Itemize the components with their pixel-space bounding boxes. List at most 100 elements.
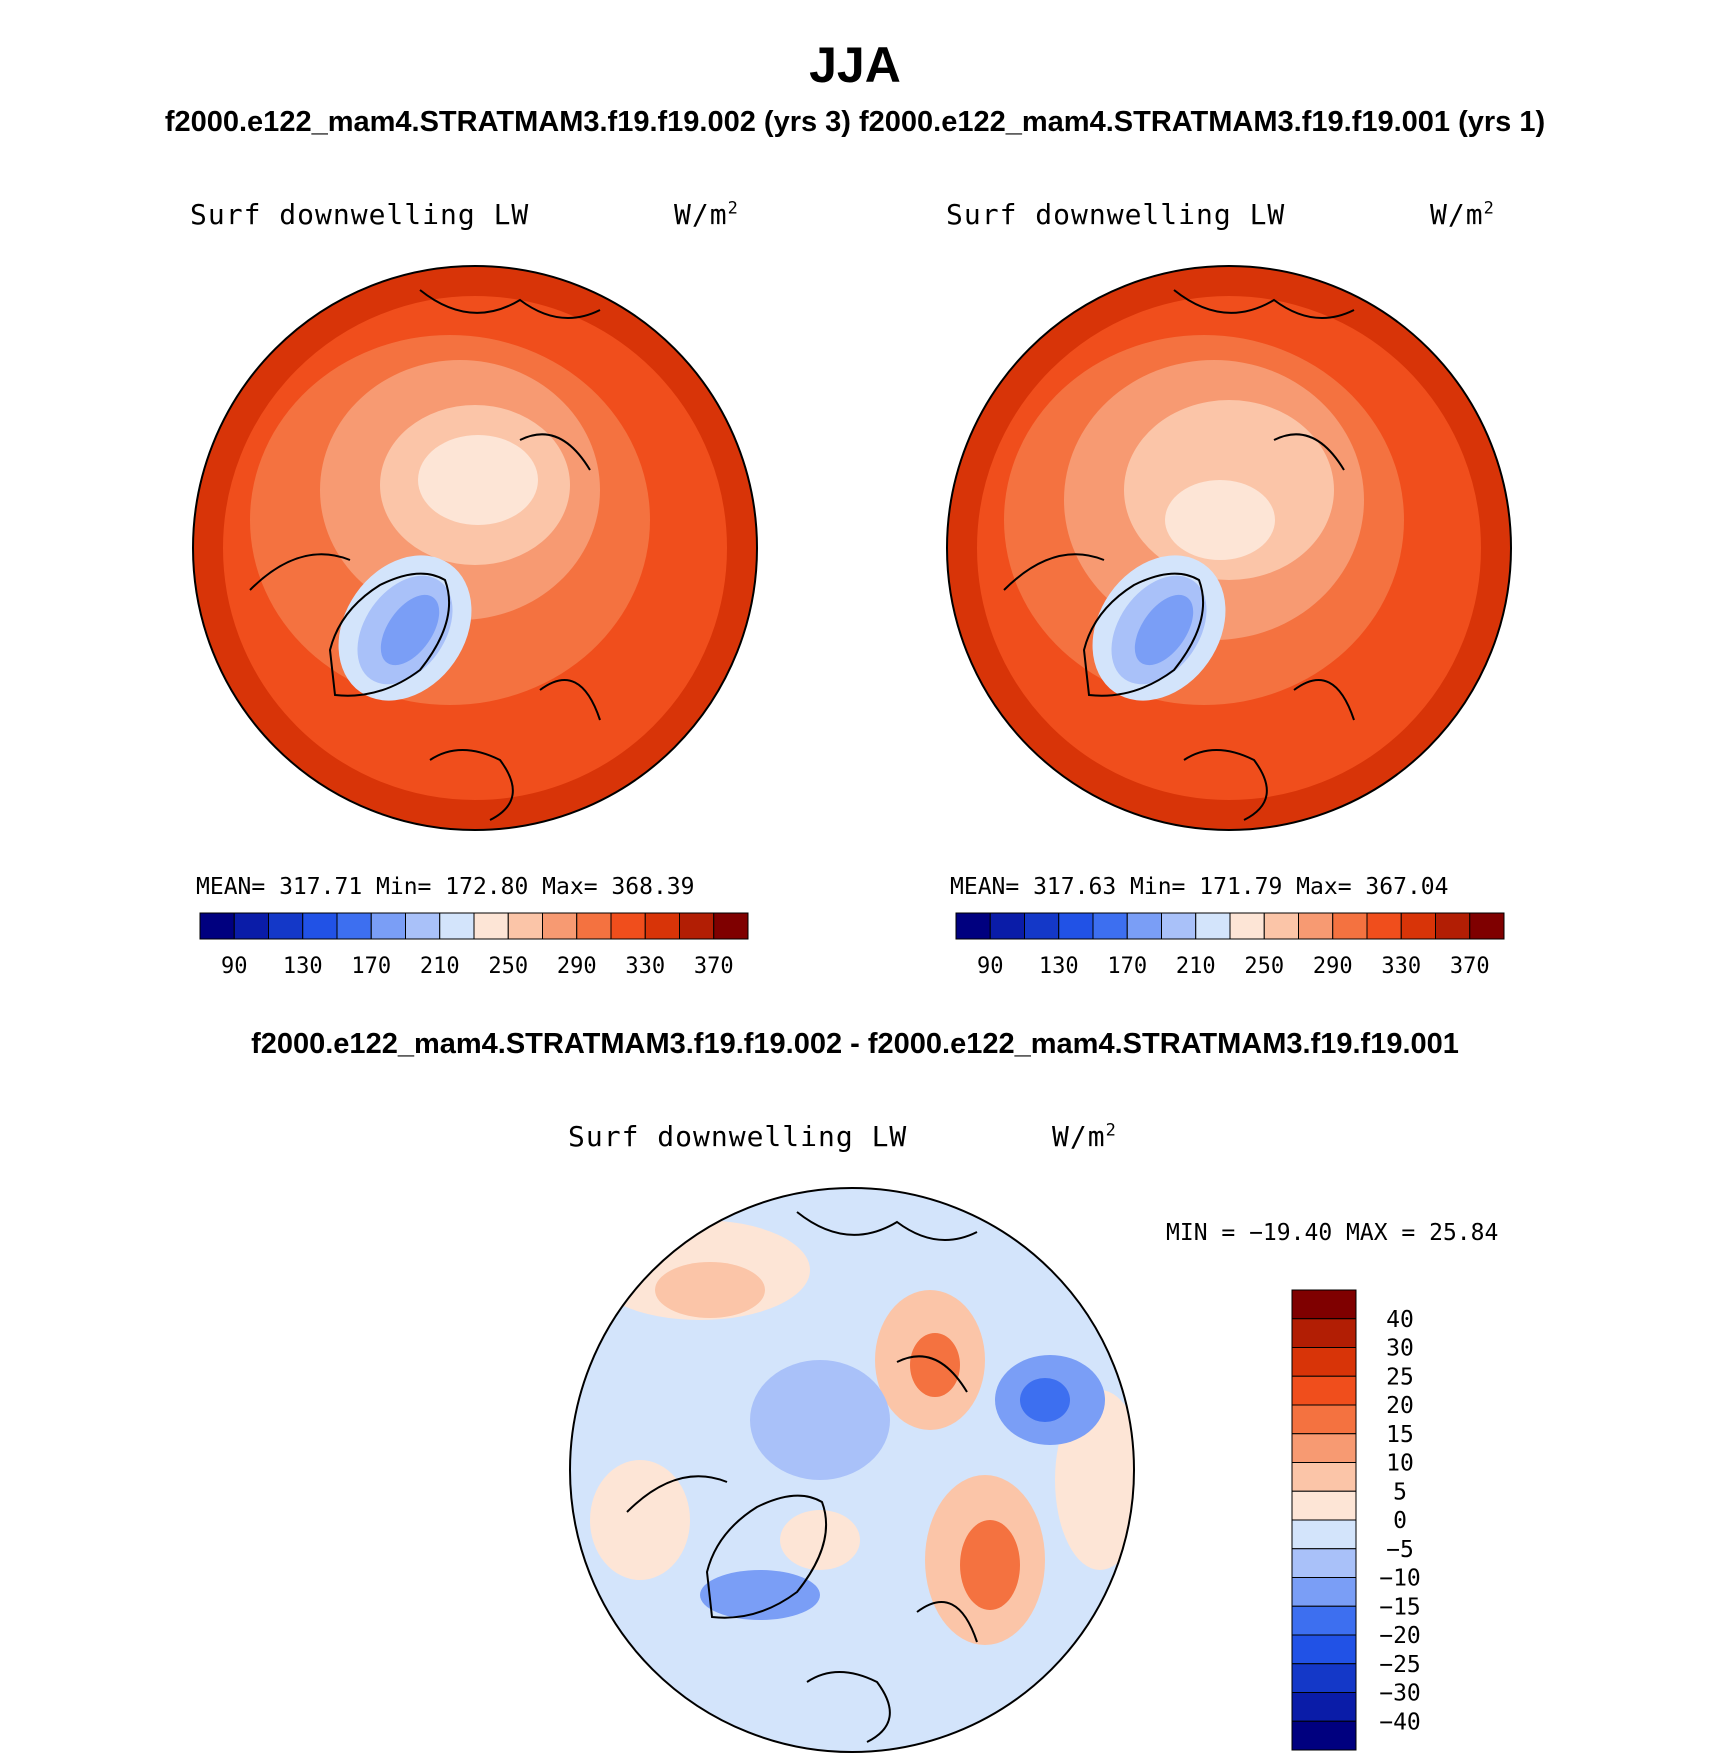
map3-cool-zone-d [700, 1570, 820, 1620]
colorbar-1: 90 130 170 210 250 290 330 370 [199, 912, 749, 979]
panel1-stats: MEAN= 317.71 Min= 172.80 Max= 368.39 [196, 874, 695, 900]
colorbar-2-swatch [1195, 912, 1231, 940]
panel1-variable-label: Surf downwelling LW [190, 198, 530, 231]
colorbar-3-swatch [1291, 1663, 1357, 1693]
map1-coastline [249, 289, 601, 821]
colorbar-3-tick-label: −10 [1379, 1566, 1421, 1592]
colorbar-2-swatch [1126, 912, 1162, 940]
panel2-units-label: W/m2 [1430, 198, 1495, 231]
colorbar-3-swatch [1291, 1433, 1357, 1463]
colorbar-2-tick-label: 290 [1313, 954, 1353, 979]
colorbar-1-tick-label: 370 [694, 954, 734, 979]
colorbar-2-swatch [1298, 912, 1334, 940]
map2-greenland-190 [1134, 594, 1194, 666]
colorbar-3-tick-label: 30 [1386, 1336, 1414, 1362]
colorbar-2-swatch [1229, 912, 1265, 940]
panel1-units-label: W/m2 [674, 198, 739, 231]
colorbar-2-swatch [1332, 912, 1368, 940]
colorbar-3-swatch [1291, 1692, 1357, 1722]
map3-warm-zone-f [960, 1520, 1020, 1610]
colorbar-3-tick-label: −40 [1379, 1709, 1421, 1735]
colorbar-3-swatch [1291, 1548, 1357, 1578]
colorbar-3-swatch [1291, 1404, 1357, 1435]
colorbar-2-tick-label: 250 [1244, 954, 1284, 979]
map3 [569, 1187, 1135, 1753]
colorbar-3-tick-label: −30 [1379, 1681, 1421, 1707]
colorbar-1-swatch [679, 912, 715, 940]
map3-cool-zone-c [1020, 1378, 1070, 1422]
colorbar-1-swatch [405, 912, 441, 940]
colorbar-1-tick-label: 210 [420, 954, 460, 979]
colorbar-2-swatch [1058, 912, 1094, 940]
main-title: JJA [809, 37, 901, 93]
map1-field [193, 266, 757, 830]
colorbar-3-tick-label: 40 [1386, 1307, 1414, 1333]
colorbar-2-tick-label: 90 [977, 954, 1004, 979]
colorbar-1-swatch [199, 912, 235, 940]
map3-warm-zone-b [655, 1262, 765, 1318]
colorbar-3-tick-label: 5 [1393, 1479, 1407, 1505]
colorbar-3-swatch [1291, 1490, 1357, 1521]
colorbar-3-tick-label: 10 [1386, 1451, 1414, 1477]
panel2-variable-label: Surf downwelling LW [946, 198, 1286, 231]
colorbar-2-swatch [1469, 912, 1505, 940]
panel1-units-base: W/m [674, 198, 728, 231]
colorbar-2-swatch [989, 912, 1025, 940]
colorbar-1-tick-label: 330 [625, 954, 665, 979]
colorbar-2-swatch [1366, 912, 1402, 940]
colorbar-1-swatch [576, 912, 612, 940]
colorbar-1-swatch [713, 912, 749, 940]
colorbar-3-swatch [1291, 1605, 1357, 1636]
panel3-units-base: W/m [1052, 1120, 1106, 1153]
colorbar-3-tick-label: 15 [1386, 1422, 1414, 1448]
case-titles: f2000.e122_mam4.STRATMAM3.f19.f19.002 (y… [164, 106, 1546, 138]
map3-warm-zone-d [910, 1333, 960, 1397]
colorbar-1-swatch [610, 912, 646, 940]
colorbar-3-swatch [1291, 1519, 1357, 1550]
map3-coastline [626, 1211, 978, 1743]
colorbar-3-tick-label: −15 [1379, 1594, 1421, 1620]
colorbar-3-swatch [1291, 1318, 1357, 1348]
map3-field [570, 1188, 1134, 1752]
colorbar-1-tick-label: 90 [221, 954, 248, 979]
colorbar-2-swatch [1263, 912, 1299, 940]
map3-warm-zone-g [590, 1460, 690, 1580]
panel3-units-label: W/m2 [1052, 1120, 1117, 1153]
map2 [946, 265, 1512, 831]
colorbar-3-swatch [1291, 1577, 1357, 1607]
colorbar-3-tick-label: −20 [1379, 1623, 1421, 1649]
panel3-variable-label: Surf downwelling LW [568, 1120, 908, 1153]
panel3-stats: MIN = −19.40 MAX = 25.84 [1166, 1220, 1499, 1246]
colorbar-2-tick-label: 170 [1107, 954, 1147, 979]
colorbar-2-tick-label: 330 [1381, 954, 1421, 979]
map2-coastline [1003, 289, 1355, 821]
colorbar-1-swatch [233, 912, 269, 940]
colorbar-1-tick-label: 170 [351, 954, 391, 979]
colorbar-2-tick-label: 370 [1450, 954, 1490, 979]
map3-boundary [569, 1187, 1135, 1753]
map1-boundary [192, 265, 758, 831]
colorbar-1-swatch [439, 912, 475, 940]
panel3-units-exponent: 2 [1105, 1120, 1117, 1141]
colorbar-1-swatch [268, 912, 304, 940]
colorbar-2-swatch [955, 912, 991, 940]
map2-boundary [946, 265, 1512, 831]
colorbar-1-tick-label: 250 [488, 954, 528, 979]
panel2-stats: MEAN= 317.63 Min= 171.79 Max= 367.04 [950, 874, 1449, 900]
colorbar-3-tick-label: 25 [1386, 1364, 1414, 1390]
colorbar-2-swatch [1092, 912, 1128, 940]
map2-field [947, 266, 1511, 830]
map1-band-270 [418, 435, 538, 525]
colorbar-3-tick-label: 20 [1386, 1393, 1414, 1419]
panel1-units-exponent: 2 [727, 198, 739, 219]
colorbar-1-tick-label: 130 [283, 954, 323, 979]
colorbar-3-swatch [1291, 1634, 1357, 1665]
colorbar-2-swatch [1161, 912, 1197, 940]
colorbar-2-swatch [1024, 912, 1060, 940]
colorbar-1-swatch [473, 912, 509, 940]
colorbar-3-swatch [1291, 1375, 1357, 1406]
colorbar-3-tick-label: 0 [1393, 1508, 1407, 1534]
colorbar-1-swatch [644, 912, 680, 940]
map3-cool-zone-a [750, 1360, 890, 1480]
